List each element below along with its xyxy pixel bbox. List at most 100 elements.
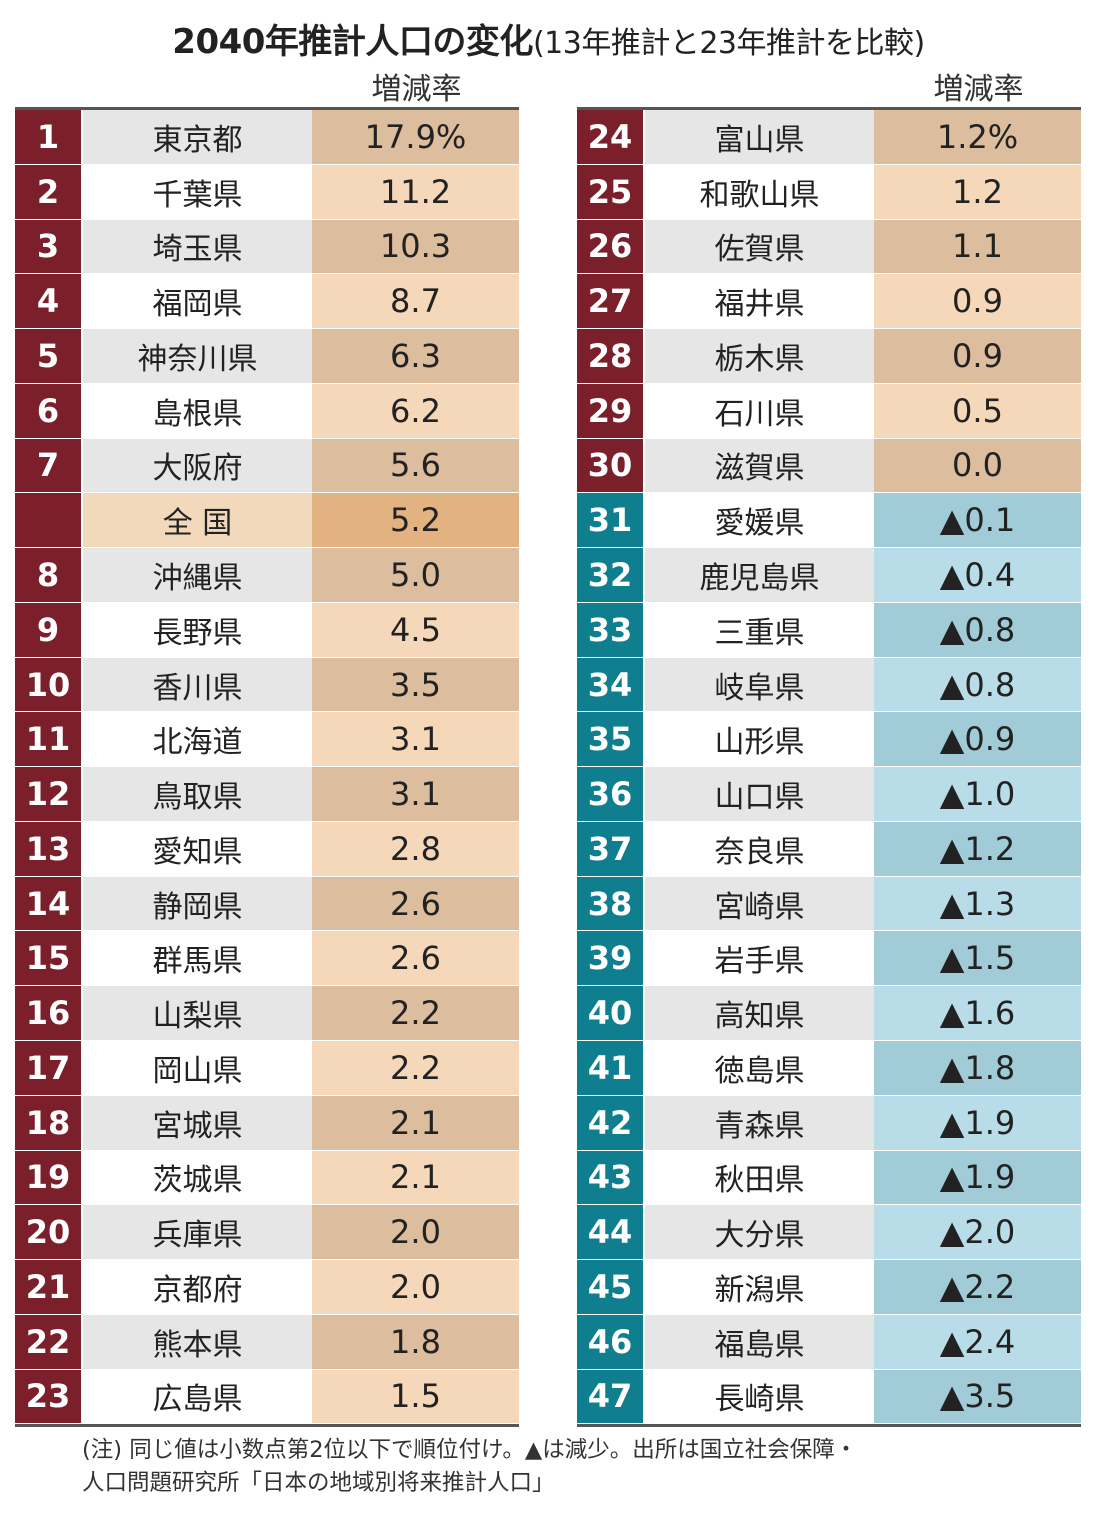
table-rows: 24 富山県 1.2% 25 和歌山県 1.2 26 佐賀県 1.1 27 福井県 0.9 28 栃木県 0… bbox=[577, 110, 1081, 1425]
rank-cell: 5 bbox=[15, 329, 83, 383]
rank-cell: 14 bbox=[15, 876, 83, 931]
table-row: 3 埼玉県 10.3 bbox=[15, 219, 519, 275]
title-main: 2040年推計人口の変化 bbox=[172, 22, 533, 62]
rank-cell: 43 bbox=[577, 1150, 645, 1205]
prefecture-cell: 鳥取県 bbox=[83, 767, 312, 821]
rank-cell: 8 bbox=[15, 548, 83, 602]
table-row: 24 富山県 1.2% bbox=[577, 110, 1081, 165]
prefecture-cell: 和歌山県 bbox=[645, 164, 874, 219]
rank-cell: 44 bbox=[577, 1205, 645, 1260]
prefecture-cell: 長崎県 bbox=[645, 1369, 874, 1424]
table-row: 47 長崎県 ▲3.5 bbox=[577, 1369, 1081, 1425]
rank-cell: 2 bbox=[15, 164, 83, 219]
prefecture-cell: 香川県 bbox=[83, 657, 312, 712]
prefecture-cell: 山梨県 bbox=[83, 986, 312, 1041]
rate-cell: ▲1.2 bbox=[874, 821, 1081, 876]
table-row: 44 大分県 ▲2.0 bbox=[577, 1205, 1081, 1261]
prefecture-cell: 栃木県 bbox=[645, 329, 874, 383]
table-row: 20 兵庫県 2.0 bbox=[15, 1205, 519, 1261]
table-row: 45 新潟県 ▲2.2 bbox=[577, 1260, 1081, 1315]
prefecture-cell: 滋賀県 bbox=[645, 438, 874, 493]
table-row: 32 鹿児島県 ▲0.4 bbox=[577, 548, 1081, 603]
table-row: 46 福島県 ▲2.4 bbox=[577, 1314, 1081, 1370]
rate-cell: 6.2 bbox=[312, 383, 519, 438]
rank-cell: 25 bbox=[577, 164, 645, 219]
rank-cell: 7 bbox=[15, 438, 83, 493]
prefecture-cell: 熊本県 bbox=[83, 1314, 312, 1369]
prefecture-cell: 三重県 bbox=[645, 602, 874, 657]
rate-cell: ▲1.9 bbox=[874, 1095, 1081, 1150]
rate-cell: ▲1.6 bbox=[874, 986, 1081, 1041]
rate-cell: 0.0 bbox=[874, 438, 1081, 493]
rank-cell: 33 bbox=[577, 602, 645, 657]
rate-cell: 4.5 bbox=[312, 602, 519, 657]
rank-cell: 39 bbox=[577, 931, 645, 986]
prefecture-cell: 広島県 bbox=[83, 1369, 312, 1424]
prefecture-cell: 佐賀県 bbox=[645, 219, 874, 274]
table-row: 41 徳島県 ▲1.8 bbox=[577, 1041, 1081, 1096]
rate-cell: ▲0.1 bbox=[874, 493, 1081, 548]
prefecture-cell: 神奈川県 bbox=[83, 329, 312, 383]
ranking-table-left: 1 東京都 17.9% 2 千葉県 11.2 3 埼玉県 10.3 4 福岡県 8.7 5 神奈川県 6.3… bbox=[15, 107, 519, 1428]
table-row: 29 石川県 0.5 bbox=[577, 383, 1081, 439]
rank-cell: 28 bbox=[577, 329, 645, 383]
table-row: 43 秋田県 ▲1.9 bbox=[577, 1150, 1081, 1206]
rate-cell: 10.3 bbox=[312, 219, 519, 274]
prefecture-cell: 群馬県 bbox=[83, 931, 312, 986]
table-row: 22 熊本県 1.8 bbox=[15, 1314, 519, 1370]
rank-cell: 41 bbox=[577, 1041, 645, 1095]
table-row: 4 福岡県 8.7 bbox=[15, 274, 519, 330]
table-row: 30 滋賀県 0.0 bbox=[577, 438, 1081, 494]
rank-cell: 4 bbox=[15, 274, 83, 329]
rate-cell: ▲2.4 bbox=[874, 1314, 1081, 1369]
rank-cell: 37 bbox=[577, 821, 645, 876]
rank-cell: 38 bbox=[577, 876, 645, 931]
table-row: 34 岐阜県 ▲0.8 bbox=[577, 657, 1081, 713]
rate-cell: 2.2 bbox=[312, 986, 519, 1041]
table-row: 14 静岡県 2.6 bbox=[15, 876, 519, 932]
rate-cell: 2.8 bbox=[312, 821, 519, 876]
rank-cell: 22 bbox=[15, 1314, 83, 1369]
column-header-left: 増減率 bbox=[371, 72, 462, 107]
rank-cell: 9 bbox=[15, 602, 83, 657]
table-rows: 1 東京都 17.9% 2 千葉県 11.2 3 埼玉県 10.3 4 福岡県 8.7 5 神奈川県 6.3… bbox=[15, 110, 519, 1425]
rate-cell: 5.6 bbox=[312, 438, 519, 493]
prefecture-cell: 静岡県 bbox=[83, 876, 312, 931]
table-row: 16 山梨県 2.2 bbox=[15, 986, 519, 1042]
footnote: (注) 同じ値は小数点第2位以下で順位付け。▲は減少。出所は国立社会保障・ 人口… bbox=[82, 1437, 858, 1496]
rate-cell: 0.9 bbox=[874, 274, 1081, 329]
prefecture-cell: 岐阜県 bbox=[645, 657, 874, 712]
rank-cell: 36 bbox=[577, 767, 645, 821]
rate-cell: 1.8 bbox=[312, 1314, 519, 1369]
column-header-right: 増減率 bbox=[933, 72, 1024, 107]
rank-cell: 31 bbox=[577, 493, 645, 548]
chart-title: 2040年推計人口の変化(13年推計と23年推計を比較) bbox=[0, 14, 1097, 63]
table-row: 40 高知県 ▲1.6 bbox=[577, 986, 1081, 1042]
prefecture-cell: 福岡県 bbox=[83, 274, 312, 329]
prefecture-cell: 茨城県 bbox=[83, 1150, 312, 1205]
table-row: 11 北海道 3.1 bbox=[15, 712, 519, 768]
prefecture-cell: 岩手県 bbox=[645, 931, 874, 986]
rate-cell: 3.5 bbox=[312, 657, 519, 712]
rate-cell: 2.6 bbox=[312, 876, 519, 931]
rate-cell: ▲0.8 bbox=[874, 657, 1081, 712]
prefecture-cell: 兵庫県 bbox=[83, 1205, 312, 1260]
prefecture-cell: 福島県 bbox=[645, 1314, 874, 1369]
table-top-rule bbox=[577, 107, 1081, 110]
ranking-table-right: 24 富山県 1.2% 25 和歌山県 1.2 26 佐賀県 1.1 27 福井県 0.9 28 栃木県 0… bbox=[577, 107, 1081, 1428]
rate-cell: ▲0.8 bbox=[874, 602, 1081, 657]
prefecture-cell: 秋田県 bbox=[645, 1150, 874, 1205]
prefecture-cell: 沖縄県 bbox=[83, 548, 312, 602]
rate-cell: ▲1.8 bbox=[874, 1041, 1081, 1095]
table-row: 10 香川県 3.5 bbox=[15, 657, 519, 713]
table-bottom-rule bbox=[577, 1424, 1081, 1428]
prefecture-cell: 長野県 bbox=[83, 602, 312, 657]
rank-cell: 40 bbox=[577, 986, 645, 1041]
rate-cell: 0.5 bbox=[874, 383, 1081, 438]
prefecture-cell: 宮城県 bbox=[83, 1095, 312, 1150]
rank-cell: 34 bbox=[577, 657, 645, 712]
rank-cell: 13 bbox=[15, 821, 83, 876]
national-row: 全 国 5.2 bbox=[15, 493, 519, 549]
prefecture-cell: 山口県 bbox=[645, 767, 874, 821]
title-subtitle: (13年推計と23年推計を比較) bbox=[532, 26, 925, 61]
